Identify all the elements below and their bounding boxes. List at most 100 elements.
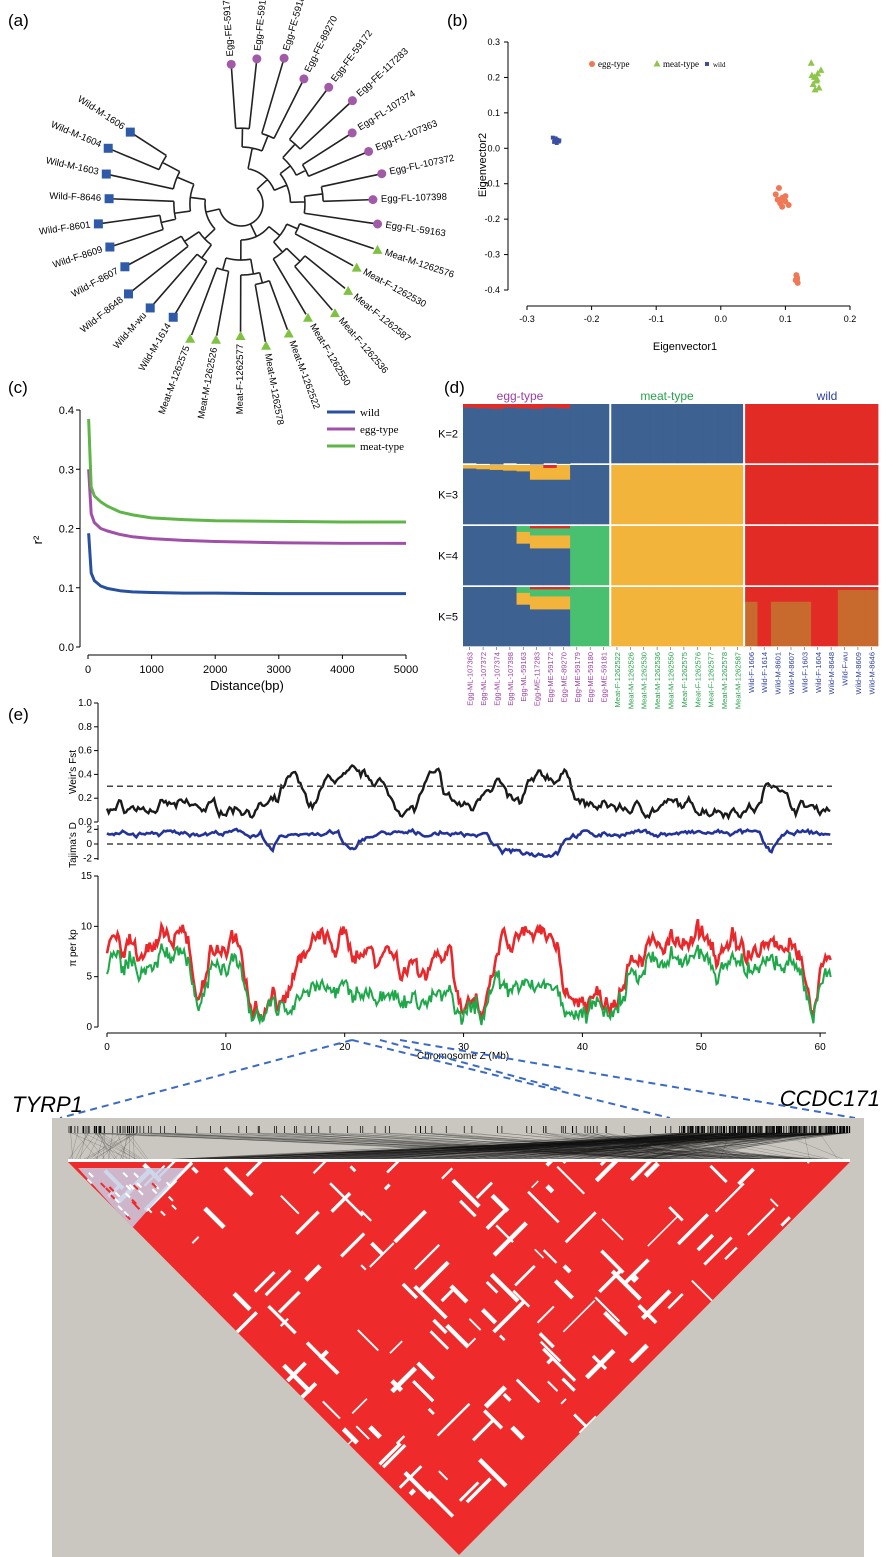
ld-index-strip [68,1159,850,1162]
tree-leaf-label: Wild-F-8648 [78,295,125,336]
ld-snp-connector [86,1132,101,1161]
ld-triangle [68,1162,850,1555]
ld-snp-connector [96,1132,116,1161]
admix-bar-segment [784,601,799,647]
ld-low-ld-cell [451,1178,481,1209]
tree-leaf-marker-egg [252,54,262,64]
ld-low-ld-cell [629,1162,659,1182]
tree-leaf-marker-wild [104,194,114,204]
tree-leaf-label: Egg-FL-107372 [388,153,455,178]
admix-bar-segment [650,526,665,586]
tajima-line [106,827,831,859]
admix-bar-segment [757,526,772,586]
scan-x-tick-label: 50 [696,1042,708,1053]
admix-bar-segment [529,526,544,529]
admix-sample-label: Wild-F-1603 [800,652,809,693]
admix-bar-segment [677,587,691,647]
admix-bar-segment [556,408,571,464]
ld-low-ld-cell [478,1457,508,1488]
admix-bar-segment [463,404,477,408]
ld-snp-connector [82,1132,132,1161]
pca-legend-label: egg-type [598,59,630,69]
ld-low-ld-cell [594,1162,629,1183]
tree-leaf-marker-wild [120,262,130,272]
pi-y-axis-label: π per kp [68,929,79,967]
ld-low-ld-cell [341,1427,359,1445]
ld-low-ld-cell [603,1311,629,1337]
scan-x-tick-label: 0 [104,1042,110,1053]
admix-bar-segment [463,407,477,464]
admix-sample-label: Meat-M-1262530 [640,652,649,709]
pca-y-tick-label: 0.0 [487,143,500,153]
ld-low-ld-cell [536,1305,555,1324]
ld-small-block-cell [86,1178,93,1185]
admix-bar-segment [623,526,638,586]
ld-low-ld-cell [780,1216,791,1227]
ld-snp-connector [100,1132,144,1161]
tajima-y-tick-label: 0 [86,839,92,850]
admix-bar-segment [770,587,785,603]
ld-y-tick-label: 0.2 [59,524,74,536]
ld-x-tick-label: 3000 [267,664,291,676]
admix-bar-segment [503,407,517,464]
pca-x-tick-label: 0.0 [715,314,728,324]
ld-snp-connector [532,1132,725,1161]
ld-low-ld-cell [667,1292,684,1310]
ld-low-ld-cell [386,1162,400,1174]
admix-bar-segment [837,589,852,647]
ld-low-ld-cell [412,1379,435,1403]
admix-bar-segment [543,528,558,536]
admix-bar-segment [703,465,718,525]
pca-y-tick-label: -0.1 [484,179,500,189]
tree-leaf-marker-meat [185,333,196,343]
admix-bar-segment [744,587,758,603]
tree-leaf-marker-egg [279,53,289,63]
ld-low-ld-cell [769,1198,779,1208]
ld-low-ld-cell [676,1213,710,1246]
tree-leaf-label: Egg-FL-107398 [381,192,447,205]
admix-bar-segment [583,404,598,464]
tree-leaf-marker-egg [226,59,236,69]
fst-y-tick-label: 0.4 [78,769,92,780]
admix-bar-segment [811,587,825,647]
admix-bar-segment [596,526,611,586]
admix-bar-segment [543,535,558,549]
pca-point-egg [772,191,779,198]
admix-sample-label: Meat-F-1262576 [693,652,702,707]
admix-bar-segment [744,465,758,525]
fst-line [105,763,831,821]
ld-low-ld-cell [279,1317,289,1328]
tree-leaf-marker-wild [145,303,155,313]
ld-small-block-cell [108,1186,115,1192]
admix-sample-label: Wild-F-wu [841,652,850,686]
pca-x-tick-label: -0.2 [584,314,600,324]
admix-k-label: K=3 [438,490,458,502]
gene-label-tyrp1: TYRP1 [12,1092,83,1117]
ld-snp-connector [371,1132,692,1161]
admix-bar-segment [516,531,531,544]
admix-k-label: K=4 [438,551,458,563]
admix-k-label: K=5 [438,612,458,624]
admix-bar-segment [623,465,638,525]
tree-leaf-label: Meat-F-1262577 [235,344,246,414]
ld-snp-connector [139,1132,718,1161]
tree-leaf-label: Egg-FE-117283 [355,46,411,99]
admix-bar-segment [730,526,745,586]
ld-snp-connector [74,1132,89,1161]
ld-low-ld-cell [203,1206,226,1230]
ld-low-ld-cell [436,1402,471,1437]
ld-series-line-wild [87,533,406,596]
admix-sample-label: Meat-F-1262577 [707,652,716,707]
ld-snp-connector [670,1132,827,1161]
admix-sample-label: Wild-F-1606 [747,652,756,693]
admix-bar-segment [570,465,584,525]
admix-bar-segment [476,587,491,647]
ld-snp-connector [93,1132,134,1161]
admix-bar-segment [529,596,544,610]
admix-bar-segment [744,601,758,647]
tree-leaf-marker-egg [373,219,383,229]
admix-bar-segment [824,404,839,464]
ld-snp-connector [127,1132,749,1161]
ld-snp-connector [617,1132,746,1161]
pi-y-tick-label: 5 [86,972,92,983]
